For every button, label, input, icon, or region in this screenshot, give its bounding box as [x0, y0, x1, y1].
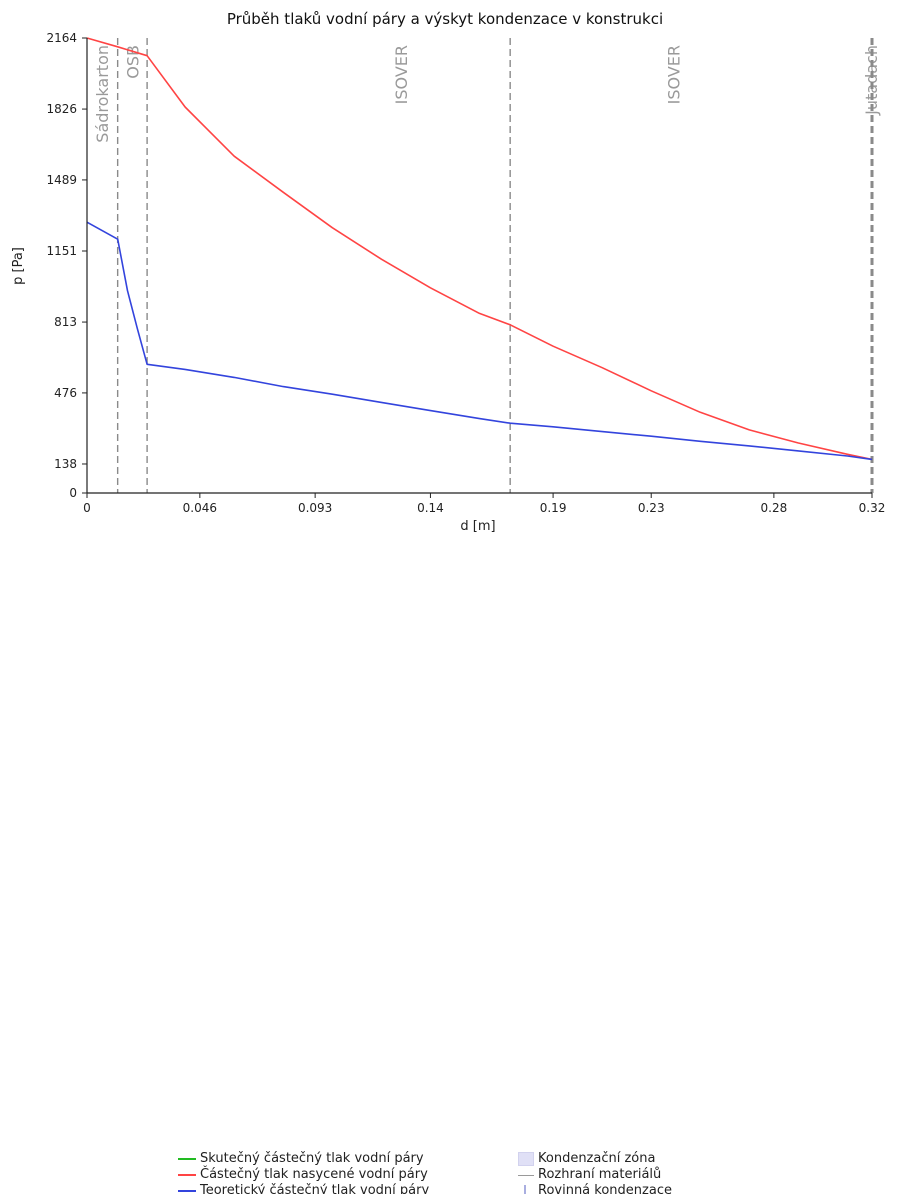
x-tick-label-3: 0.14: [417, 501, 444, 515]
x-tick-label-5: 0.23: [638, 501, 665, 515]
layer-labels: Sádrokarton OSB ISOVER ISOVER Jutadach: [93, 45, 881, 143]
legend-swatch-actual: [178, 1158, 196, 1160]
material-boundaries: [116, 38, 874, 493]
legend-swatch-theoretical: [178, 1190, 196, 1192]
axes: [86, 38, 872, 494]
y-tick-label-1: 138: [54, 457, 77, 471]
legend-label-material-boundary: Rozhraní materiálů: [538, 1167, 662, 1182]
y-axis-label: p [Pa]: [11, 247, 26, 285]
layer-label-0: Sádrokarton: [93, 45, 112, 143]
y-tick-label-4: 1151: [46, 244, 77, 258]
y-tick-label-7: 2164: [46, 31, 77, 45]
layer-label-3: ISOVER: [664, 45, 683, 104]
y-tick-label-6: 1826: [46, 102, 77, 116]
y-tick-label-5: 1489: [46, 173, 77, 187]
y-tick-label-0: 0: [69, 486, 77, 500]
legend-swatch-condensation-zone: [518, 1152, 534, 1166]
chart: Průběh tlaků vodní páry a výskyt kondenz…: [11, 10, 885, 1194]
series-line-2: [86, 221, 873, 461]
legend-label-actual: Skutečný částečný tlak vodní páry: [200, 1151, 424, 1166]
legend-swatch-saturated: [178, 1174, 196, 1176]
chart-svg: Průběh tlaků vodní páry a výskyt kondenz…: [11, 10, 885, 534]
x-tick-label-4: 0.19: [540, 501, 567, 515]
legend-swatch-plane-condensation: [524, 1185, 526, 1194]
y-tick-label-2: 476: [54, 386, 77, 400]
chart-title: Průběh tlaků vodní páry a výskyt kondenz…: [227, 10, 663, 28]
x-ticks: 0 0.046 0.093 0.14 0.19 0.23 0.28 0.32: [83, 493, 885, 515]
x-axis-label: d [m]: [460, 519, 495, 534]
legend-swatch-material-boundary: [518, 1175, 534, 1176]
y-ticks: 0 138 476 813 1151 1489 1826 2164: [46, 31, 87, 500]
series-lines: [86, 37, 873, 461]
legend-label-saturated: Částečný tlak nasycené vodní páry: [200, 1167, 428, 1182]
legend-label-theoretical: Teoretický částečný tlak vodní páry: [200, 1183, 430, 1194]
series-line-1: [86, 37, 873, 461]
x-tick-label-2: 0.093: [298, 501, 332, 515]
x-tick-label-7: 0.32: [859, 501, 886, 515]
y-tick-label-3: 813: [54, 315, 77, 329]
x-tick-label-6: 0.28: [761, 501, 788, 515]
legend-label-plane-condensation: Rovinná kondenzace: [538, 1183, 672, 1194]
x-tick-label-1: 0.046: [183, 501, 217, 515]
layer-label-4: Jutadach: [862, 45, 881, 116]
layer-label-2: ISOVER: [392, 45, 411, 104]
x-tick-label-0: 0: [83, 501, 91, 515]
legend-label-condensation-zone: Kondenzační zóna: [538, 1151, 656, 1166]
